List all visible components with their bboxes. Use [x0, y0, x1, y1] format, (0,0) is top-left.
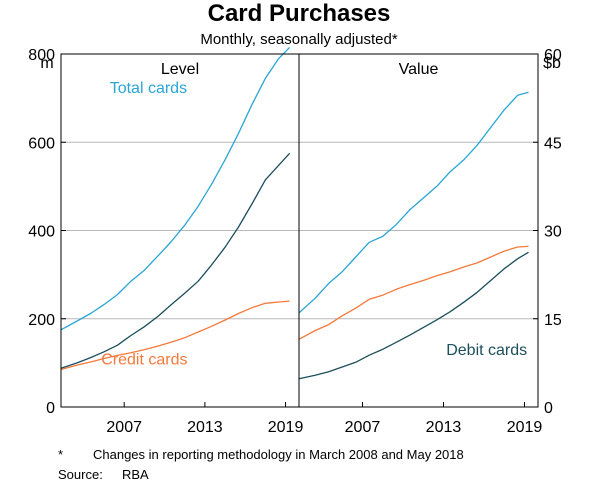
- y-tick-label: 0: [46, 400, 55, 417]
- x-tick-label: 2019: [268, 419, 304, 436]
- series-line-credit-panel-2: [298, 245, 529, 340]
- y-tick-label: 30: [544, 224, 562, 241]
- y-tick-label: 800: [28, 47, 55, 64]
- panel-title: Value: [399, 61, 439, 78]
- series-label-credit: Credit cards: [101, 352, 187, 369]
- source-text: RBA: [122, 467, 149, 482]
- series-line-credit-panel-1: [60, 300, 290, 371]
- series-line-debit-panel-2: [298, 251, 529, 380]
- right-axis-unit: $b: [543, 55, 561, 72]
- y-tick-label: 600: [28, 135, 55, 152]
- source-label: Source:: [58, 467, 103, 482]
- y-tick-label: 0: [544, 400, 553, 417]
- footnote-text: Changes in reporting methodology in Marc…: [93, 447, 464, 462]
- series-label-debit: Debit cards: [446, 342, 527, 359]
- footnote-marker: *: [58, 447, 63, 462]
- panel-title: Level: [161, 61, 199, 78]
- x-tick-label: 2007: [345, 419, 381, 436]
- left-axis-unit: m: [40, 55, 53, 72]
- series-label-total: Total cards: [110, 80, 187, 97]
- y-tick-label: 400: [28, 224, 55, 241]
- x-tick-label: 2013: [187, 419, 223, 436]
- y-tick-label: 60: [544, 47, 562, 64]
- series-line-total-panel-1: [60, 46, 291, 331]
- chart-subtitle: Monthly, seasonally adjusted*: [200, 31, 397, 48]
- x-tick-label: 2007: [106, 419, 142, 436]
- y-tick-label: 45: [544, 135, 562, 152]
- x-tick-label: 2013: [426, 419, 462, 436]
- x-tick-label: 2019: [507, 419, 543, 436]
- series-line-debit-panel-1: [60, 152, 291, 369]
- y-tick-label: 200: [28, 312, 55, 329]
- y-tick-label: 15: [544, 312, 562, 329]
- series-line-total-panel-2: [298, 91, 529, 314]
- chart-title: Card Purchases: [208, 0, 391, 27]
